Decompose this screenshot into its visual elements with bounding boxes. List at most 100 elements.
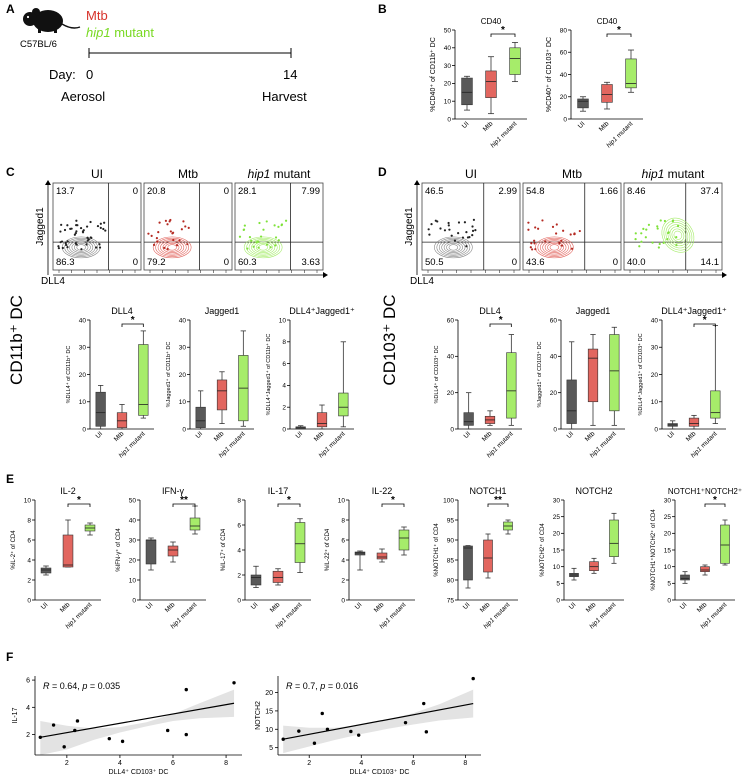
- event-dot: [98, 246, 102, 249]
- quadrant-lr: 0: [224, 257, 229, 268]
- flow-plot-frame: [522, 182, 622, 271]
- event-dot: [59, 241, 62, 244]
- event-dot: [471, 234, 474, 237]
- event-dot: [256, 240, 260, 243]
- panel-label-b: B: [378, 2, 387, 16]
- y-tick-label: 0: [132, 597, 136, 604]
- flow-x-arrow: [323, 272, 328, 278]
- x-tick-suffix: mutant: [126, 430, 146, 450]
- event-dot: [645, 228, 648, 231]
- x-tick-label: Mtb: [481, 430, 494, 443]
- event-dot: [69, 227, 72, 231]
- quadrant-lr: 0: [512, 257, 517, 268]
- y-tick-label: 20: [553, 531, 561, 538]
- scatter-point: [356, 733, 361, 737]
- x-tick-label: UI: [40, 601, 50, 611]
- y-axis-label: %DLL4⁺Jagged1⁺ of CD11b⁺ DC: [265, 334, 272, 416]
- mtb-legend-label: Mtb: [86, 8, 108, 23]
- event-dot: [274, 236, 278, 239]
- box-mtb: [116, 412, 128, 428]
- stat-r-eq: =: [293, 681, 303, 691]
- event-dot: [644, 236, 647, 239]
- stat-p-value: 0.035: [98, 681, 121, 691]
- scatter-chart-f1: 2 4 6 2 4 6 8 R = 0.64, p = 0.035 IL-17 DLL4⁺ CD1…: [12, 676, 242, 775]
- contour-ring: [549, 244, 560, 251]
- event-dot: [457, 221, 461, 224]
- event-dot: [63, 228, 67, 232]
- y-tick-label: 75: [447, 597, 455, 604]
- y-tick-label: 60: [550, 317, 558, 324]
- event-dot: [443, 229, 447, 232]
- event-dot: [169, 230, 172, 233]
- event-dot: [573, 232, 576, 235]
- chart-title: DLL4: [479, 306, 501, 316]
- flow-y-arrow: [45, 180, 51, 185]
- y-tick-label: 0: [182, 426, 186, 433]
- y-tick-label: 20: [550, 390, 558, 397]
- x-axis-label: DLL4⁺ CD103⁺ DC: [109, 769, 169, 775]
- event-dot: [89, 236, 92, 239]
- x-tick-label: Mtb: [269, 601, 282, 614]
- event-dot: [472, 218, 476, 221]
- x-tick-label: UI: [295, 430, 305, 440]
- y-tick-label: 2: [27, 577, 31, 584]
- event-dot: [530, 242, 533, 245]
- y-axis-label: %DLL4⁺ of CD11b⁺ DC: [65, 346, 72, 404]
- box-mutant: [338, 392, 349, 417]
- y-axis-label: NOTCH2: [255, 701, 262, 730]
- y-tick-label: 40: [560, 72, 568, 79]
- y-tick-label: 0: [447, 116, 451, 123]
- event-dot: [99, 222, 102, 225]
- event-dot: [280, 224, 283, 227]
- box-chart-b2: CD40 0 20 40 60 80 %CD40⁺ of CD103⁺ DC UI Mtbhip…: [546, 17, 643, 149]
- x-tick-suffix: mutant: [226, 430, 246, 450]
- event-dot: [671, 219, 675, 222]
- box-ui: [577, 98, 589, 109]
- event-dot: [560, 239, 563, 242]
- event-dot: [544, 240, 547, 243]
- quadrant-ul: 20.8: [147, 186, 166, 197]
- chart-title: CD40: [481, 17, 502, 26]
- event-dot: [157, 231, 160, 234]
- x-tick-label: UI: [568, 601, 578, 611]
- event-dot: [527, 228, 530, 231]
- event-dot: [187, 226, 190, 229]
- flow-plot-title: hip1 mutant: [642, 167, 705, 181]
- chart-title: DLL4⁺Jagged1⁺: [289, 306, 355, 316]
- scatter-point: [422, 701, 426, 706]
- y-tick-label: 60: [447, 317, 455, 324]
- event-dot: [274, 244, 277, 247]
- event-dot: [640, 240, 643, 243]
- x-tick-label: Mtb: [313, 430, 326, 443]
- flow-plot-frame: [143, 182, 233, 271]
- quadrant-ul: 13.7: [56, 186, 75, 197]
- significance-bracket: [121, 323, 144, 327]
- chart-title: IL-17: [268, 486, 289, 496]
- regression-line: [40, 702, 235, 738]
- y-tick-label: 20: [651, 372, 659, 379]
- y-tick-label: 6: [26, 678, 30, 685]
- event-dot: [675, 235, 678, 239]
- box-mutant: [710, 390, 721, 419]
- event-dot: [57, 245, 60, 248]
- y-tick-label: 20: [444, 81, 452, 88]
- flow-panel-d: UI 46.5 2.99 50.5 0 Mtb 54.8 1.66 43.6 0 hip1 muta…: [404, 167, 727, 287]
- x-tick-suffix: mutant: [698, 430, 718, 450]
- x-tick-suffix: mutant: [597, 601, 617, 621]
- stat-r-symbol: R: [286, 681, 293, 691]
- mutant-legend-suffix: mutant: [111, 25, 155, 40]
- contour-ring: [157, 239, 187, 256]
- event-dot: [533, 239, 536, 242]
- contour-ring: [443, 241, 463, 254]
- event-dot: [634, 238, 637, 241]
- scatter-point: [51, 723, 56, 727]
- box-mtb: [700, 566, 710, 572]
- x-tick-suffix: mutant: [708, 601, 728, 621]
- y-axis-label: %CD40⁺ of CD103⁺ DC: [546, 37, 553, 112]
- quadrant-ul: 8.46: [627, 186, 646, 197]
- scatter-point: [184, 687, 188, 692]
- y-axis-label: %NOTCH2⁺ of CD4: [539, 523, 546, 577]
- quadrant-lr: 14.1: [701, 257, 720, 268]
- box-mutant: [509, 47, 521, 75]
